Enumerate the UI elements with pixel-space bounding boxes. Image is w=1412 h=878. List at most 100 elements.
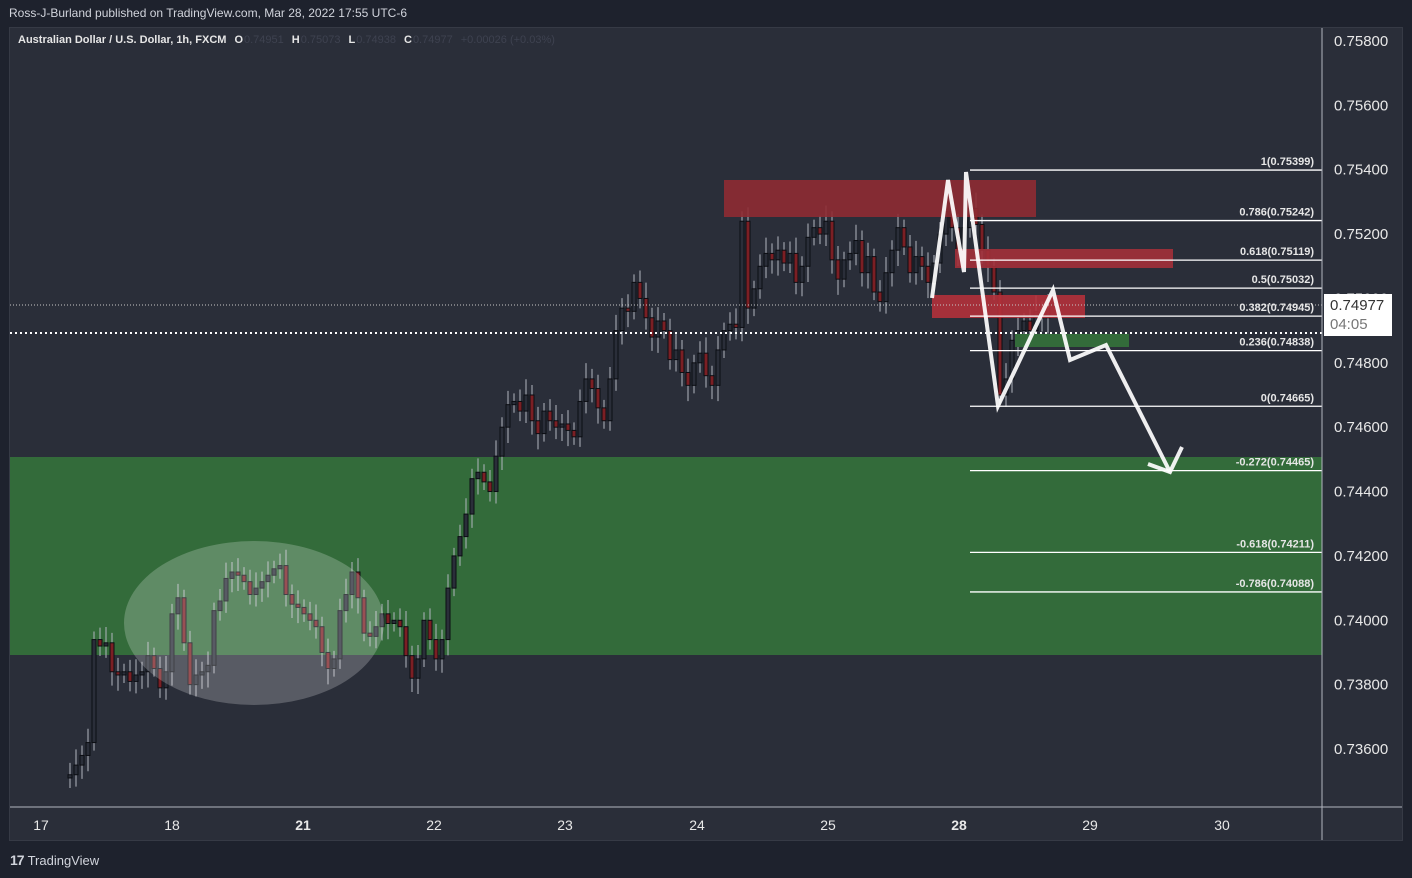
candle-up — [619, 307, 625, 332]
date-tick: 28 — [951, 817, 967, 833]
candle-down — [127, 671, 133, 682]
candle-up — [331, 658, 337, 670]
fibonacci-levels[interactable]: 1(0.75399) 0.786(0.75242) 0.618(0.75119) 0.… — [970, 156, 1322, 593]
candle-down — [817, 227, 823, 235]
projection-path[interactable] — [930, 171, 1172, 473]
candle-down — [481, 471, 487, 483]
candle-down — [625, 307, 631, 312]
candle-up — [259, 581, 265, 589]
time-axis[interactable]: 17 18 21 22 23 24 25 28 29 30 — [33, 817, 1230, 833]
candle-up — [421, 619, 427, 660]
low-value: 0.74938 — [356, 34, 396, 46]
last-price-tag: 0.74977 04:05 — [1324, 294, 1392, 336]
candle-down — [157, 668, 163, 689]
supply-zone-top[interactable] — [724, 180, 1036, 217]
candle-down — [115, 671, 121, 676]
candle-up — [451, 555, 457, 589]
price-tick: 0.75600 — [1334, 97, 1388, 114]
demand-zone-small[interactable] — [1015, 334, 1129, 347]
candle-down — [733, 323, 739, 328]
candle-down — [859, 240, 865, 274]
candle-down — [181, 597, 187, 644]
bar-countdown: 04:05 — [1330, 316, 1368, 333]
candle-down — [283, 565, 289, 596]
candle-down — [97, 639, 103, 647]
candle-down — [109, 642, 115, 673]
chart-frame[interactable] — [9, 27, 1403, 841]
candle-up — [613, 330, 619, 380]
candle-up — [85, 742, 91, 756]
candle-down — [901, 227, 907, 248]
candle-up — [277, 565, 283, 570]
fib-label: 1(0.75399) — [1261, 156, 1315, 168]
candle-down — [979, 223, 985, 251]
date-tick: 24 — [689, 817, 705, 833]
candle-up — [847, 252, 853, 261]
candle-up — [691, 362, 697, 386]
candle-down — [703, 352, 709, 377]
candle-down — [409, 655, 415, 679]
price-tick: 0.75200 — [1334, 226, 1388, 243]
candle-up — [349, 571, 355, 596]
candle-up — [493, 455, 499, 493]
fib-label: -0.272(0.74465) — [1236, 457, 1315, 469]
consolidation-ellipse[interactable] — [124, 541, 384, 705]
footer-brand[interactable]: 17 TradingView — [10, 852, 99, 868]
candle-up — [121, 671, 127, 676]
candle-down — [781, 249, 787, 264]
candle-down — [595, 388, 601, 409]
candle-up — [79, 754, 85, 766]
candle-up — [883, 272, 889, 303]
high-label: H — [291, 34, 300, 46]
candle-down — [769, 252, 775, 261]
candle-down — [685, 371, 691, 386]
candle-up — [775, 249, 781, 261]
price-axis[interactable]: 0.758000.756000.754000.752000.750000.748… — [1334, 33, 1388, 758]
candle-down — [829, 220, 835, 261]
date-tick: 29 — [1082, 817, 1098, 833]
fib-label: 0(0.74665) — [1261, 392, 1315, 404]
candle-up — [145, 655, 151, 673]
candle-up — [379, 613, 385, 628]
candle-up — [133, 674, 139, 682]
supply-zone-low[interactable] — [932, 295, 1085, 318]
close-value: 0.74977 — [412, 34, 453, 46]
candle-up — [655, 320, 661, 338]
candle-down — [427, 619, 433, 641]
price-tick: 0.74000 — [1334, 612, 1388, 629]
close-label: C — [403, 34, 412, 46]
candle-up — [787, 252, 793, 264]
candle-down — [187, 642, 193, 686]
candle-down — [319, 626, 325, 653]
candle-up — [541, 410, 547, 435]
candle-down — [877, 291, 883, 303]
supply-zone-mid[interactable] — [955, 249, 1173, 268]
candle-up — [211, 610, 217, 666]
change-value: +0.00026 (+0.03%) — [460, 34, 555, 46]
candle-up — [715, 349, 721, 386]
candle-down — [403, 626, 409, 657]
low-label: L — [348, 34, 356, 46]
date-tick: 18 — [164, 817, 180, 833]
candle-down — [529, 394, 535, 422]
candle-up — [865, 256, 871, 274]
candle-down — [301, 606, 307, 615]
fib-label: 0.786(0.75242) — [1239, 207, 1314, 219]
candle-down — [589, 378, 595, 390]
candle-up — [229, 571, 235, 579]
candle-down — [367, 632, 373, 637]
candle-down — [649, 317, 655, 338]
candle-down — [643, 297, 649, 319]
candle-up — [199, 671, 205, 676]
candle-down — [709, 375, 715, 386]
fib-label: -0.618(0.74211) — [1236, 538, 1314, 550]
price-tick: 0.74400 — [1334, 484, 1388, 501]
price-tick: 0.73600 — [1334, 741, 1388, 758]
candle-up — [391, 619, 397, 624]
candle-up — [853, 240, 859, 254]
candle-down — [637, 281, 643, 299]
candle-up — [895, 227, 901, 251]
demand-zone-large[interactable] — [10, 457, 1322, 655]
candle-down — [325, 651, 331, 670]
